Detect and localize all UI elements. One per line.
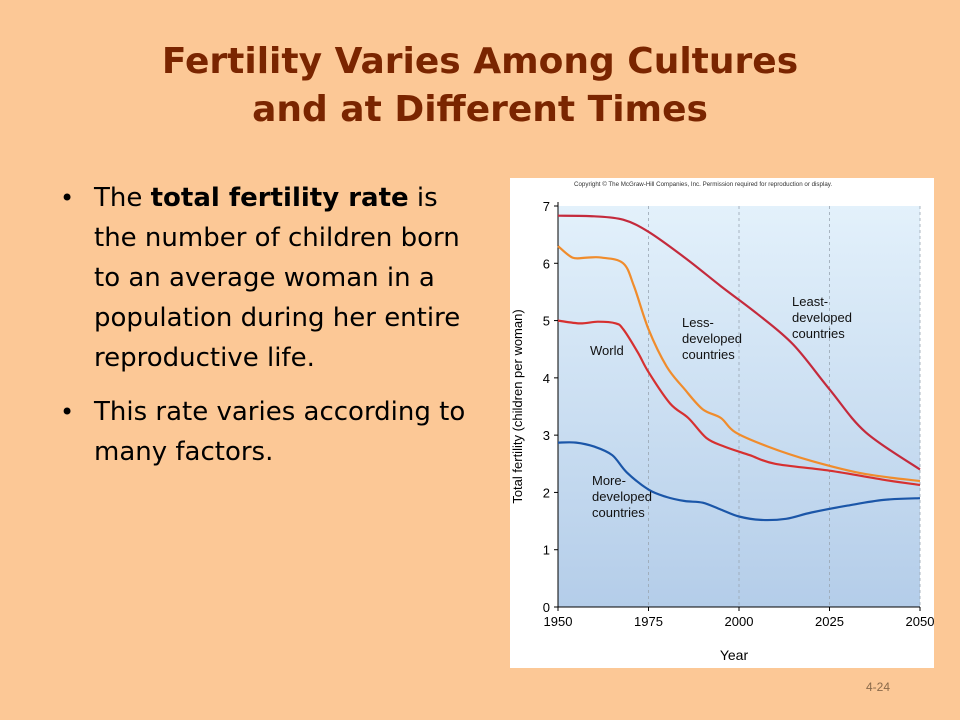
series-label-least-developed-countries: Least-developed countries <box>792 294 852 341</box>
series-label-less-developed-countries: Less-developed countries <box>682 315 742 362</box>
y-tick-label: 5 <box>543 314 550 329</box>
x-axis-label: Year <box>720 647 749 663</box>
slide-title-line-1: Fertility Varies Among Cultures <box>161 41 799 82</box>
x-tick-label: 1975 <box>634 614 663 629</box>
y-tick-label: 0 <box>543 600 550 615</box>
bullet-item: • This rate varies according to many fact… <box>56 392 486 472</box>
y-tick-label: 4 <box>543 371 550 386</box>
series-line-world <box>557 319 921 487</box>
y-tick-label: 6 <box>543 256 550 271</box>
chart-copyright: Copyright © The McGraw-Hill Companies, I… <box>574 181 832 188</box>
chart-svg: Copyright © The McGraw-Hill Companies, I… <box>510 181 934 663</box>
slide-title: Fertility Varies Among Cultures and at D… <box>0 38 960 134</box>
slide-title-line-2: and at Different Times <box>252 89 708 130</box>
bullet-list: • The total fertility rate is the number … <box>56 178 486 486</box>
bullet-term-bold: total fertility rate <box>150 183 409 213</box>
y-tick-label: 3 <box>543 428 550 443</box>
y-tick-label: 7 <box>543 199 550 214</box>
bullet-dot-icon: • <box>60 398 75 426</box>
y-tick-label: 2 <box>543 485 550 500</box>
bullet-dot-icon: • <box>60 184 75 212</box>
series-line-more-developed-countries <box>557 441 921 522</box>
series-label-more-developed-countries: More-developed countries <box>592 473 652 520</box>
x-tick-label: 1950 <box>544 614 573 629</box>
series-line-least-developed-countries <box>557 214 921 471</box>
bullet-item: • The total fertility rate is the number … <box>56 178 486 378</box>
y-axis-label: Total fertility (children per woman) <box>510 309 525 503</box>
bullet-text-post: is the number of children born to an ave… <box>94 183 461 373</box>
series-line-less-developed-countries <box>557 245 921 483</box>
x-tick-label: 2050 <box>906 614 934 629</box>
fertility-chart: Copyright © The McGraw-Hill Companies, I… <box>510 178 934 668</box>
series-label-world: World <box>590 343 624 358</box>
slide-number: 4-24 <box>866 680 891 694</box>
bullet-text-pre: The <box>94 183 151 213</box>
bullet-text-pre: This rate varies according to many facto… <box>94 397 466 467</box>
x-tick-label: 2000 <box>725 614 754 629</box>
y-tick-label: 1 <box>543 543 550 558</box>
x-tick-label: 2025 <box>815 614 844 629</box>
